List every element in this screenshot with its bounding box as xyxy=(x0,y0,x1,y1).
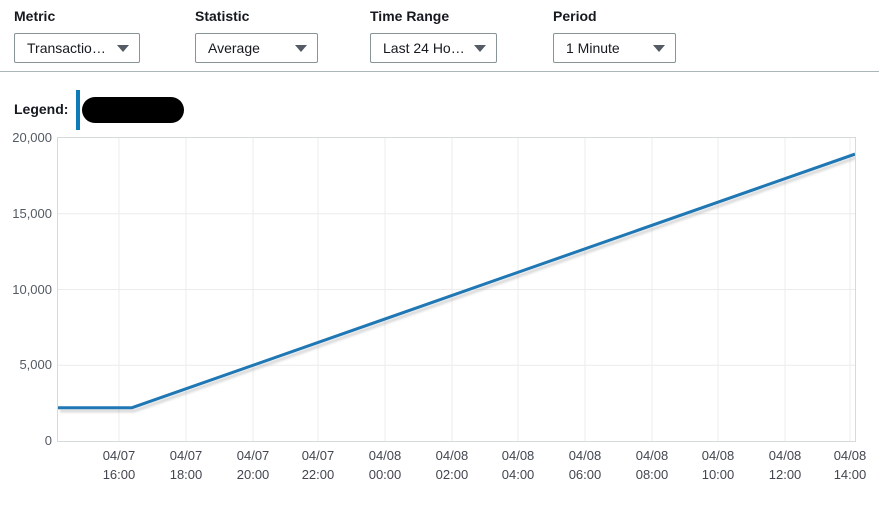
x-tick-label: 04/07 22:00 xyxy=(301,448,335,482)
x-tick-label: 04/07 18:00 xyxy=(169,448,203,482)
x-tick-label: 04/07 20:00 xyxy=(236,448,270,482)
plot-area[interactable] xyxy=(57,137,856,442)
y-tick-label: 20,000 xyxy=(12,130,52,145)
y-tick-label: 5,000 xyxy=(19,357,52,373)
legend-label: Legend: xyxy=(14,101,69,117)
metric-dropdown-value: Transactio… xyxy=(27,40,106,56)
y-tick-label: 15,000 xyxy=(12,205,52,221)
gridlines xyxy=(58,138,855,441)
x-tick-label: 04/08 00:00 xyxy=(368,448,402,482)
x-tick-label: 04/08 12:00 xyxy=(768,448,802,482)
statistic-dropdown[interactable]: Average xyxy=(195,33,318,63)
statistic-dropdown-value: Average xyxy=(208,40,260,56)
chevron-down-icon xyxy=(117,44,129,52)
metric-label: Metric xyxy=(14,8,56,24)
time-range-dropdown[interactable]: Last 24 Ho… xyxy=(370,33,497,63)
control-period: Period 1 Minute xyxy=(553,8,676,63)
chevron-down-icon xyxy=(474,44,486,52)
legend-series-color-bar xyxy=(76,90,80,130)
control-statistic: Statistic Average xyxy=(195,8,318,63)
period-label: Period xyxy=(553,8,597,24)
header-separator xyxy=(0,71,879,72)
x-tick-label: 04/08 04:00 xyxy=(501,448,535,482)
line-chart xyxy=(58,138,855,441)
chevron-down-icon xyxy=(653,44,665,52)
statistic-label: Statistic xyxy=(195,8,250,24)
x-tick-label: 04/08 14:00 xyxy=(833,448,867,482)
legend-redacted-series-name xyxy=(82,97,184,123)
y-tick-label: 10,000 xyxy=(12,281,52,297)
series-line xyxy=(58,152,855,410)
control-metric: Metric Transactio… xyxy=(14,8,140,63)
time-range-dropdown-value: Last 24 Ho… xyxy=(383,40,465,56)
period-dropdown[interactable]: 1 Minute xyxy=(553,33,676,63)
y-tick-label: 0 xyxy=(44,433,52,448)
x-tick-label: 04/08 06:00 xyxy=(568,448,602,482)
metric-dropdown[interactable]: Transactio… xyxy=(14,33,140,63)
time-range-label: Time Range xyxy=(370,8,450,24)
x-tick-label: 04/08 10:00 xyxy=(701,448,735,482)
chevron-down-icon xyxy=(295,44,307,52)
x-tick-label: 04/08 02:00 xyxy=(435,448,469,482)
x-tick-label: 04/07 16:00 xyxy=(102,448,136,482)
period-dropdown-value: 1 Minute xyxy=(566,40,620,56)
series-line-shadow xyxy=(60,156,855,413)
control-time-range: Time Range Last 24 Ho… xyxy=(370,8,497,63)
x-tick-label: 04/08 08:00 xyxy=(635,448,669,482)
